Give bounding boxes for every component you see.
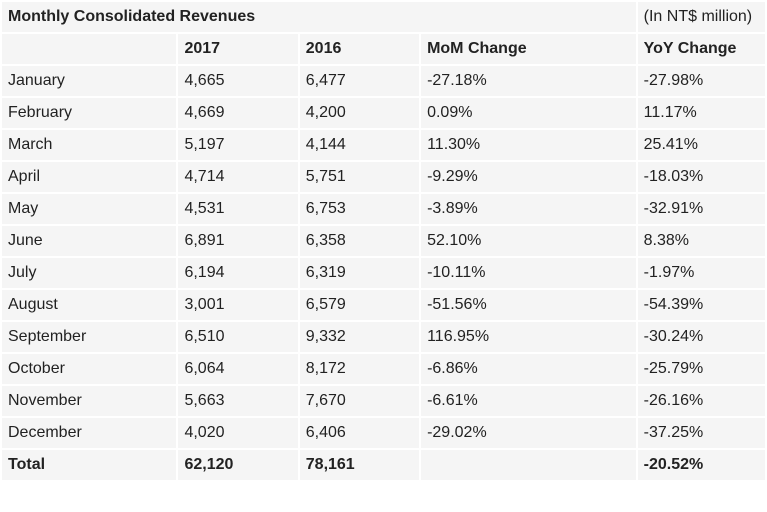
revenue-2017-cell: 6,064: [178, 354, 298, 384]
mom-change-cell: -3.89%: [421, 194, 636, 224]
table-row: June 6,891 6,358 52.10% 8.38%: [2, 226, 765, 256]
revenue-2016-cell: 4,144: [299, 130, 420, 160]
revenue-2017-cell: 4,714: [178, 162, 298, 192]
yoy-change-cell: -54.39%: [637, 290, 765, 320]
revenue-2017-cell: 4,020: [178, 418, 298, 448]
yoy-change-cell: -32.91%: [637, 194, 765, 224]
yoy-change-cell: -1.97%: [637, 258, 765, 288]
unit-note: (In NT$ million): [637, 2, 765, 32]
yoy-change-cell: -30.24%: [637, 322, 765, 352]
total-yoy-change-cell: -20.52%: [637, 450, 765, 480]
revenue-2016-cell: 6,579: [299, 290, 420, 320]
revenue-2017-cell: 4,531: [178, 194, 298, 224]
revenue-2017-cell: 5,663: [178, 386, 298, 416]
table-row: November 5,663 7,670 -6.61% -26.16%: [2, 386, 765, 416]
revenue-2016-cell: 6,319: [299, 258, 420, 288]
revenue-2017-cell: 6,510: [178, 322, 298, 352]
revenue-2017-cell: 4,669: [178, 98, 298, 128]
mom-change-cell: -27.18%: [421, 66, 636, 96]
total-row: Total 62,120 78,161 -20.52%: [2, 450, 765, 480]
mom-change-cell: -51.56%: [421, 290, 636, 320]
revenue-2017-cell: 6,891: [178, 226, 298, 256]
mom-change-cell: -6.86%: [421, 354, 636, 384]
revenue-table: Monthly Consolidated Revenues (In NT$ mi…: [2, 2, 765, 480]
month-cell: October: [2, 354, 177, 384]
total-2017-cell: 62,120: [178, 450, 298, 480]
revenue-2016-cell: 7,670: [299, 386, 420, 416]
month-cell: November: [2, 386, 177, 416]
header-row: 2017 2016 MoM Change YoY Change: [2, 34, 765, 64]
table-row: October 6,064 8,172 -6.86% -25.79%: [2, 354, 765, 384]
table-row: July 6,194 6,319 -10.11% -1.97%: [2, 258, 765, 288]
month-cell: May: [2, 194, 177, 224]
revenue-2016-cell: 4,200: [299, 98, 420, 128]
revenue-2016-cell: 6,406: [299, 418, 420, 448]
yoy-change-cell: -26.16%: [637, 386, 765, 416]
header-mom-change: MoM Change: [421, 34, 636, 64]
revenue-2016-cell: 6,358: [299, 226, 420, 256]
mom-change-cell: -10.11%: [421, 258, 636, 288]
yoy-change-cell: -27.98%: [637, 66, 765, 96]
mom-change-cell: 116.95%: [421, 322, 636, 352]
month-cell: March: [2, 130, 177, 160]
mom-change-cell: -6.61%: [421, 386, 636, 416]
month-cell: January: [2, 66, 177, 96]
revenue-2016-cell: 5,751: [299, 162, 420, 192]
month-cell: April: [2, 162, 177, 192]
yoy-change-cell: -25.79%: [637, 354, 765, 384]
yoy-change-cell: 8.38%: [637, 226, 765, 256]
table-title: Monthly Consolidated Revenues: [2, 2, 636, 32]
mom-change-cell: -9.29%: [421, 162, 636, 192]
month-cell: September: [2, 322, 177, 352]
table-row: December 4,020 6,406 -29.02% -37.25%: [2, 418, 765, 448]
table-row: March 5,197 4,144 11.30% 25.41%: [2, 130, 765, 160]
table-row: May 4,531 6,753 -3.89% -32.91%: [2, 194, 765, 224]
total-label: Total: [2, 450, 177, 480]
yoy-change-cell: 11.17%: [637, 98, 765, 128]
table-row: September 6,510 9,332 116.95% -30.24%: [2, 322, 765, 352]
table-row: April 4,714 5,751 -9.29% -18.03%: [2, 162, 765, 192]
total-mom-change-cell: [421, 450, 636, 480]
month-cell: June: [2, 226, 177, 256]
month-cell: August: [2, 290, 177, 320]
revenue-2016-cell: 6,477: [299, 66, 420, 96]
revenue-2017-cell: 5,197: [178, 130, 298, 160]
revenue-2016-cell: 8,172: [299, 354, 420, 384]
mom-change-cell: -29.02%: [421, 418, 636, 448]
mom-change-cell: 0.09%: [421, 98, 636, 128]
revenue-2017-cell: 3,001: [178, 290, 298, 320]
revenue-2017-cell: 4,665: [178, 66, 298, 96]
mom-change-cell: 52.10%: [421, 226, 636, 256]
header-2016: 2016: [299, 34, 420, 64]
month-cell: July: [2, 258, 177, 288]
table-row: January 4,665 6,477 -27.18% -27.98%: [2, 66, 765, 96]
title-row: Monthly Consolidated Revenues (In NT$ mi…: [2, 2, 765, 32]
revenue-2017-cell: 6,194: [178, 258, 298, 288]
table-row: August 3,001 6,579 -51.56% -54.39%: [2, 290, 765, 320]
mom-change-cell: 11.30%: [421, 130, 636, 160]
month-cell: February: [2, 98, 177, 128]
total-2016-cell: 78,161: [299, 450, 420, 480]
revenue-2016-cell: 9,332: [299, 322, 420, 352]
header-yoy-change: YoY Change: [637, 34, 765, 64]
yoy-change-cell: -18.03%: [637, 162, 765, 192]
table-row: February 4,669 4,200 0.09% 11.17%: [2, 98, 765, 128]
header-2017: 2017: [178, 34, 298, 64]
yoy-change-cell: -37.25%: [637, 418, 765, 448]
month-cell: December: [2, 418, 177, 448]
revenue-2016-cell: 6,753: [299, 194, 420, 224]
yoy-change-cell: 25.41%: [637, 130, 765, 160]
header-month: [2, 34, 177, 64]
